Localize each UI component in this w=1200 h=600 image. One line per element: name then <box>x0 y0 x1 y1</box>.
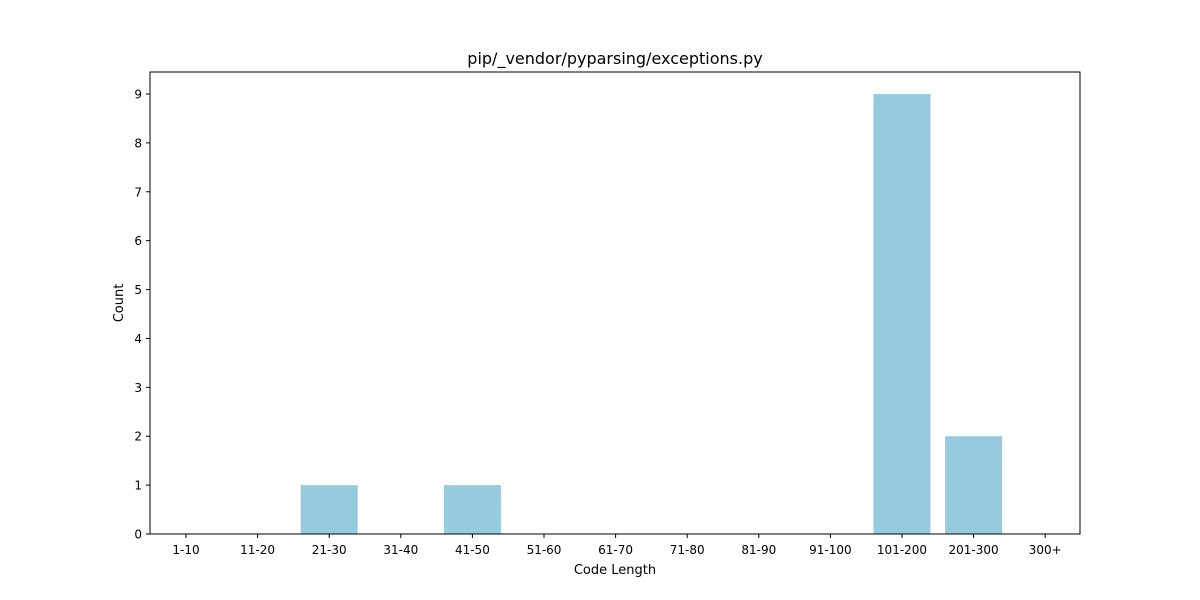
plot-frame <box>149 71 1081 535</box>
x-tick-label: 91-100 <box>809 543 852 557</box>
x-tick-label: 71-80 <box>670 543 705 557</box>
chart-title: pip/_vendor/pyparsing/exceptions.py <box>467 49 762 69</box>
y-tick-label: 6 <box>134 234 142 248</box>
y-tick-label: 2 <box>134 430 142 444</box>
x-tick-label: 41-50 <box>455 543 490 557</box>
y-tick-label: 8 <box>134 136 142 150</box>
x-axis-label: Code Length <box>574 563 656 578</box>
y-tick-label: 1 <box>134 479 142 493</box>
x-tick-label: 201-300 <box>949 543 999 557</box>
x-tick-label: 300+ <box>1029 543 1062 557</box>
y-axis-label: Count <box>112 284 127 323</box>
x-tick-label: 31-40 <box>383 543 418 557</box>
x-tick-label: 101-200 <box>877 543 927 557</box>
y-tick-label: 0 <box>134 528 142 542</box>
bar-41-50 <box>443 485 501 534</box>
y-tick-label: 3 <box>134 381 142 395</box>
x-axis: 1-10 11-20 21-30 31-40 41-50 51-60 61-70 71-80 8… <box>172 534 1062 557</box>
x-tick-label: 11-20 <box>240 543 275 557</box>
x-tick-label: 81-90 <box>741 543 776 557</box>
y-axis: 0 1 2 3 4 5 6 7 8 9 <box>134 88 150 542</box>
y-tick-label: 4 <box>134 332 142 346</box>
bars-layer <box>300 94 1003 534</box>
y-tick-label: 5 <box>134 283 142 297</box>
x-tick-label: 61-70 <box>598 543 633 557</box>
y-tick-label: 7 <box>134 185 142 199</box>
bar-101-200 <box>873 94 931 534</box>
y-tick-label: 9 <box>134 88 142 102</box>
x-tick-label: 51-60 <box>527 543 562 557</box>
x-tick-label: 1-10 <box>172 543 199 557</box>
x-tick-label: 21-30 <box>312 543 347 557</box>
bar-201-300 <box>945 436 1003 534</box>
bar-21-30 <box>300 485 358 534</box>
